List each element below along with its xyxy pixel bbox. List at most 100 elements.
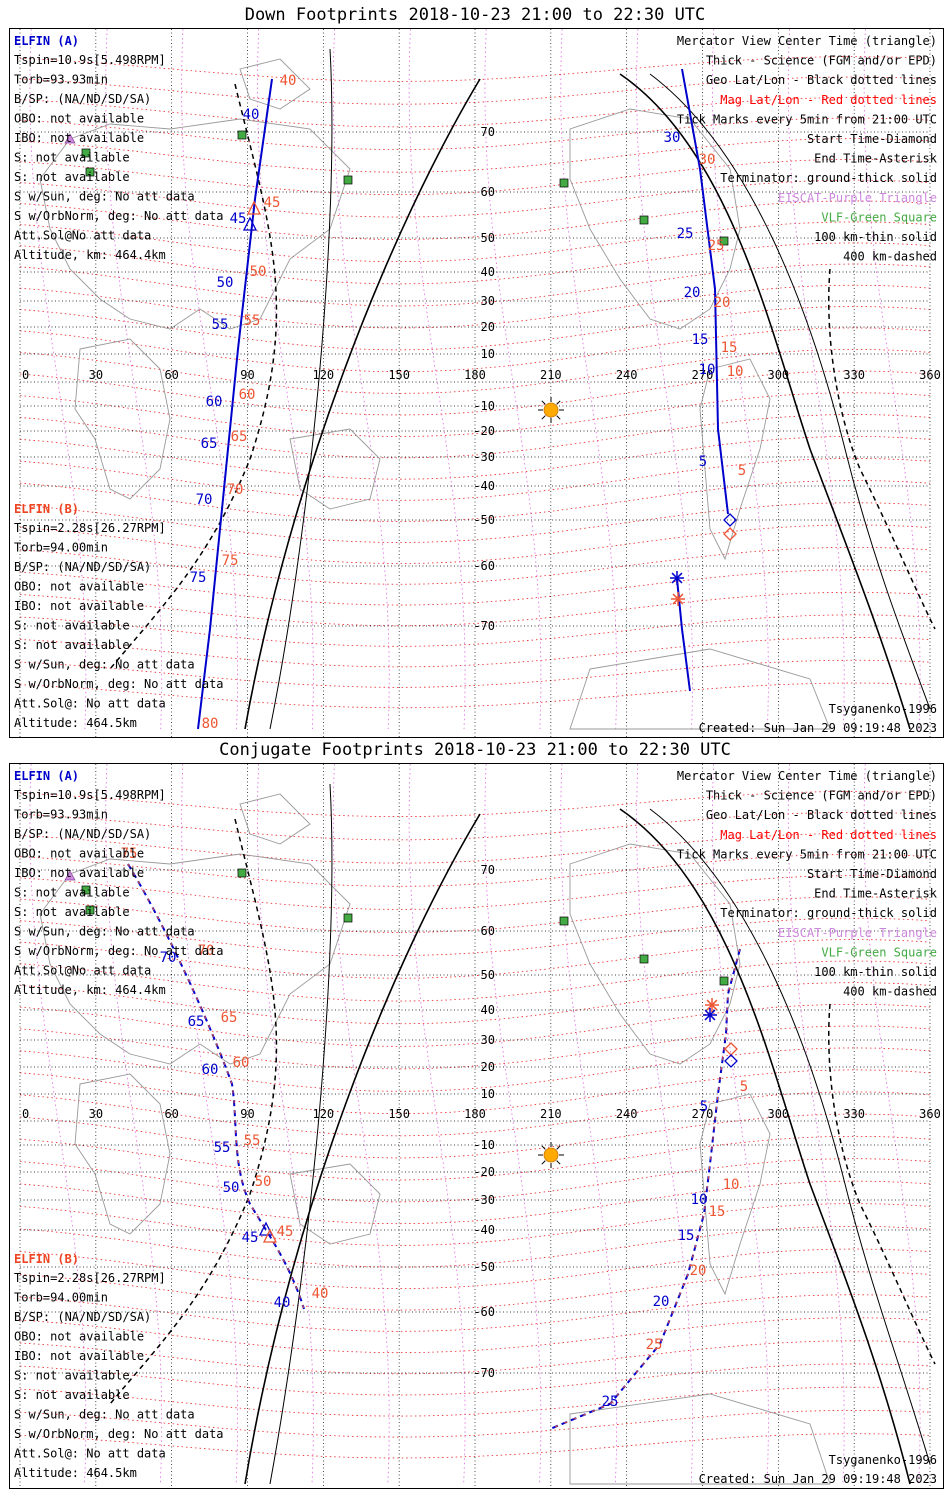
mag-lon-line [332, 764, 390, 1485]
track-tick-label: 65 [231, 429, 248, 445]
panel-2-title: Conjugate Footprints 2018-10-23 21:00 to… [219, 740, 731, 760]
elfin-a-info: Altitude, km: 464.4km [14, 248, 166, 262]
mag-lon-line [484, 764, 542, 1485]
mag-lat-line [19, 1433, 931, 1459]
elfin-b-info: S w/OrbNorm, deg: No att data [14, 1427, 224, 1441]
x-tick-label: 120 [312, 1107, 334, 1121]
y-tick-label: -50 [473, 513, 495, 527]
x-tick-label: 30 [89, 1107, 103, 1121]
x-tick-label: 270 [692, 1107, 714, 1121]
elfin-a-info: S w/OrbNorm, deg: No att data [14, 944, 224, 958]
terminator-line [828, 268, 936, 630]
coastline [289, 428, 381, 510]
mag-lon-line [105, 764, 163, 1485]
mag-lon-line [863, 764, 921, 1485]
track-tick-label: 25 [646, 1337, 663, 1353]
end-asterisk [706, 999, 718, 1011]
start-diamond [723, 527, 737, 541]
y-tick-label: -20 [473, 424, 495, 438]
vlf-square [559, 178, 569, 188]
legend-entry: 100 km-thin solid [814, 230, 937, 244]
y-tick-label: -30 [473, 450, 495, 464]
sun-icon [543, 402, 559, 418]
vlf-square [343, 175, 353, 185]
x-tick-label: 270 [692, 368, 714, 382]
elfin-b-info: Att.Sol@: No att data [14, 697, 166, 711]
elfin-a-info: Tspin=10.9s[5.498RPM] [14, 788, 166, 802]
elfin-a-info: Torb=93.93min [14, 808, 108, 822]
terminator-line [649, 808, 931, 1465]
elfin-a-info: IBO: not available [14, 131, 144, 145]
elfin-a-info: Torb=93.93min [14, 73, 108, 87]
map-bg [10, 29, 943, 737]
mag-lon-line [29, 29, 87, 730]
x-tick-label: 0 [22, 368, 29, 382]
track-tick-label: 5 [700, 1099, 708, 1115]
x-tick-label: 60 [164, 1107, 178, 1121]
vlf-square [719, 976, 729, 986]
mag-lat-line [19, 76, 931, 105]
mag-lon-line [636, 764, 694, 1485]
legend-entry: VLF-Green Square [821, 945, 937, 959]
elfin-b-info: S w/Sun, deg: No att data [14, 658, 195, 672]
y-tick-label: 30 [481, 294, 495, 308]
track-tick-label: 70 [160, 950, 177, 966]
elfin-a-info: Altitude, km: 464.4km [14, 983, 166, 997]
elfin-b-info: S: not available [14, 638, 130, 652]
elfin-b-track [681, 68, 729, 515]
x-tick-label: 240 [616, 1107, 638, 1121]
mag-lon-line [408, 764, 466, 1485]
track-tick-label: 25 [708, 238, 725, 254]
vlf-square [639, 215, 649, 225]
track-tick-label: 55 [244, 1133, 261, 1149]
elfin-a-info: S: not available [14, 905, 130, 919]
sun-ray [541, 415, 546, 420]
y-tick-label: -10 [473, 1138, 495, 1152]
y-tick-label: -40 [473, 479, 495, 493]
coastline [74, 338, 171, 500]
y-tick-label: 10 [481, 347, 495, 361]
track-tick-label: 10 [699, 362, 716, 378]
track-tick-label: 10 [727, 364, 744, 380]
elfin-a-info: B/SP: (NA/ND/SD/SA) [14, 827, 151, 841]
coastline [569, 1393, 831, 1485]
y-tick-label: 50 [481, 968, 495, 982]
start-diamond [724, 1054, 738, 1068]
elfin-a-track [197, 78, 273, 730]
y-tick-label: 10 [481, 1087, 495, 1101]
track-tick-label: 5 [740, 1079, 748, 1095]
track-tick-label: 75 [222, 553, 239, 569]
elfin-b-info: Tspin=2.28s[26.27RPM] [14, 521, 166, 535]
elfin-a-header: ELFIN (A) [14, 34, 79, 48]
track-tick-label: 45 [264, 195, 281, 211]
elfin-b-info: Tspin=2.28s[26.27RPM] [14, 1271, 166, 1285]
mag-lon-line [560, 764, 618, 1485]
legend-entry: Terminator: ground-thick solid [720, 171, 937, 185]
elfin-a-info: Att.Sol@No att data [14, 229, 151, 243]
sun-ray [556, 415, 561, 420]
track-tick-label: 5 [699, 454, 707, 470]
end-asterisk [672, 593, 684, 605]
center-time-triangle [242, 216, 258, 231]
x-tick-label: 300 [767, 368, 789, 382]
y-tick-label: -40 [473, 1223, 495, 1237]
coastline [39, 118, 351, 330]
legend-entry: Mercator View Center Time (triangle) [677, 769, 937, 783]
terminator-line [269, 48, 333, 730]
elfin-b-info: IBO: not available [14, 1349, 144, 1363]
eiscat-triangle [64, 133, 76, 144]
track-tick-label: 5 [738, 463, 746, 479]
mag-lat-line [19, 591, 931, 627]
mag-lon-line [256, 764, 314, 1485]
legend-entry: Start Time-Diamond [807, 132, 937, 146]
sun-ray [556, 1145, 561, 1150]
mag-lon-line [787, 29, 845, 730]
x-tick-label: 180 [464, 368, 486, 382]
panel-2-map: 0 30 60 90 120 150 180 210 240 270 300 330 360 70 60 50… [9, 763, 944, 1489]
legend-entry: Mercator View Center Time (triangle) [677, 34, 937, 48]
legend-entry: EISCAT-Purple Triangle [778, 191, 937, 205]
x-tick-label: 90 [240, 368, 254, 382]
legend-entry: Mag Lat/Lon - Red dotted lines [720, 93, 937, 107]
track-tick-label: 60 [206, 394, 223, 410]
coastline [699, 1093, 771, 1296]
